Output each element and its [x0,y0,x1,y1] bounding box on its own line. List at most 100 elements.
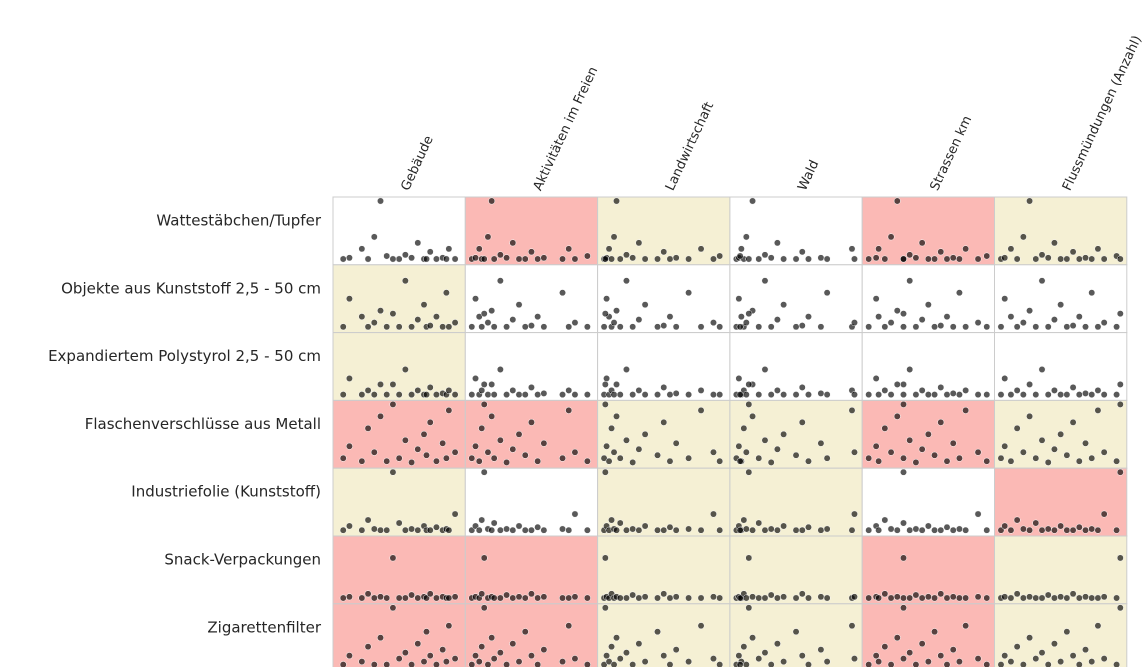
point [401,277,409,285]
point [445,622,453,630]
point [1032,323,1040,331]
point [1094,622,1102,630]
point [931,594,939,602]
point [983,252,991,260]
point [875,313,883,321]
point [974,255,982,263]
point [912,458,920,466]
point [660,418,668,426]
point [496,594,504,602]
point [358,658,366,666]
point [1032,655,1040,663]
point [468,323,476,331]
point [528,526,535,534]
point [875,245,883,253]
point [918,594,926,602]
point [583,594,591,602]
point [528,383,535,391]
point [1050,526,1058,534]
point [623,436,630,444]
point [559,658,566,666]
point [792,323,800,331]
point [1088,658,1096,666]
point [1094,386,1102,394]
point [962,622,970,630]
point [798,322,806,330]
point [1069,590,1077,598]
point [383,457,391,465]
point [1094,323,1102,331]
point [478,516,486,524]
point [451,510,459,518]
point [515,391,523,399]
point [534,313,542,321]
point [534,523,542,531]
point [601,380,609,388]
point [345,375,353,382]
row-label: Industriefolie (Kunststoff) [131,483,321,501]
point [1069,418,1077,426]
point [601,255,609,263]
point [432,523,440,531]
point [426,322,434,330]
point [943,391,951,399]
point [761,649,769,657]
point [666,457,674,465]
point [1116,400,1124,408]
point [1032,454,1040,462]
point [389,380,397,388]
point [773,316,781,324]
point [641,301,649,309]
point [565,526,573,534]
point [749,593,756,601]
point [943,594,951,602]
point [641,255,649,263]
point [605,245,613,253]
point [805,313,812,321]
point [887,661,895,667]
point [1026,526,1034,534]
point [1088,525,1096,533]
point [1044,591,1052,599]
point [716,252,724,260]
point [997,454,1005,462]
point [408,458,416,466]
point [865,594,873,602]
point [629,661,637,667]
point [509,316,517,324]
point [716,323,724,331]
point [1038,251,1046,259]
point [623,277,630,285]
point [900,380,907,388]
point [716,594,724,602]
point [377,634,384,642]
point [735,375,743,382]
point [1057,301,1065,309]
point [710,448,717,456]
point [672,254,680,262]
point [931,255,939,263]
point [600,661,608,667]
point [900,604,907,612]
point [955,391,963,399]
point [395,323,403,331]
point [478,386,486,394]
point [1001,375,1009,382]
point [767,254,775,262]
point [881,516,889,524]
point [1044,661,1052,667]
point [900,454,907,462]
point [773,239,781,247]
point [1082,323,1089,331]
point [377,412,384,420]
point [442,454,450,462]
point [949,389,957,397]
point [364,590,372,598]
point [780,658,788,666]
point [414,594,422,602]
point [339,526,347,534]
point [641,658,649,666]
point [983,594,991,602]
point [475,313,483,321]
point [937,590,945,598]
